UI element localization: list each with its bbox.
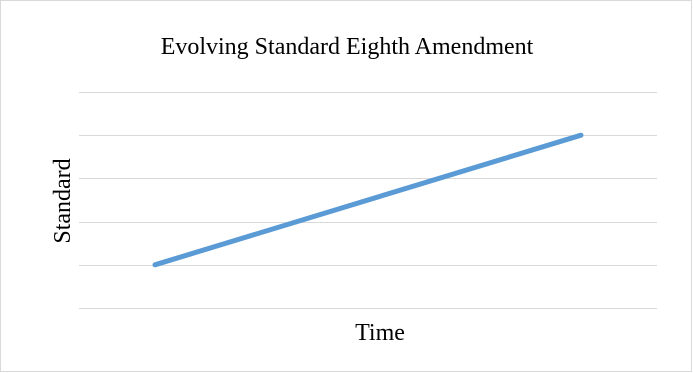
gridlines xyxy=(79,92,657,309)
y-axis-label: Standard xyxy=(50,158,76,243)
chart-title: Evolving Standard Eighth Amendment xyxy=(161,34,534,60)
series-group xyxy=(152,132,584,268)
x-axis-label: Time xyxy=(355,320,405,346)
series-line-0 xyxy=(152,132,584,268)
